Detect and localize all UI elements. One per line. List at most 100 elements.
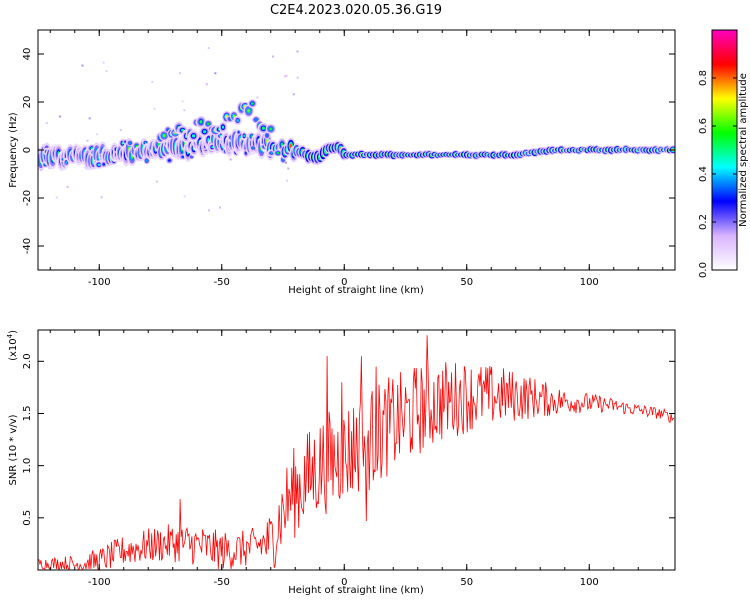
spectrogram-speck bbox=[287, 167, 290, 170]
spectrogram-speck bbox=[116, 155, 119, 158]
spectrogram-speck bbox=[100, 196, 103, 199]
snr-axes: -100 -50 0 50 100 0.5 1.0 1.5 2.0 bbox=[22, 330, 675, 588]
spectrogram-cell bbox=[128, 141, 132, 145]
spectrogram-cell bbox=[65, 161, 68, 164]
colorbar-tick-label: 0.6 bbox=[698, 118, 709, 134]
spectrogram-cell bbox=[168, 159, 171, 162]
spectrogram-axes: -100 -50 0 50 100 -40 -20 0 20 40 bbox=[22, 30, 675, 288]
spectrogram-ylabel: Frequency (Hz) bbox=[8, 112, 19, 188]
spectrogram-speck bbox=[102, 61, 105, 64]
snr-xtick-label: -100 bbox=[88, 577, 111, 588]
spectrogram-cell bbox=[207, 122, 210, 126]
spectrogram-cell bbox=[190, 156, 193, 158]
spectrogram-speck bbox=[218, 206, 221, 209]
snr-xlabel: Height of straight line (km) bbox=[288, 585, 424, 596]
spectrogram-ytick-label: 40 bbox=[22, 48, 33, 61]
spectrogram-speck bbox=[205, 83, 208, 86]
spectrogram-cell bbox=[250, 135, 253, 138]
spectrogram-cell bbox=[276, 152, 280, 155]
spectrogram-speck bbox=[81, 64, 84, 67]
colorbar-ticks: 0.0 0.2 0.4 0.6 0.8 bbox=[698, 70, 737, 278]
spectrogram-cell bbox=[265, 134, 269, 138]
spectrogram-cell bbox=[191, 134, 196, 138]
spectrogram-cell bbox=[236, 119, 239, 122]
spectrogram-speck bbox=[229, 158, 232, 161]
spectrogram-speck bbox=[271, 55, 274, 58]
spectrogram-ytick-label: 20 bbox=[22, 96, 33, 109]
spectrogram-cell bbox=[199, 120, 203, 124]
snr-multiplier-exponent: 4 bbox=[6, 333, 14, 338]
snr-ylabel: SNR (10 * v/v) bbox=[8, 414, 19, 485]
figure-title: C2E4.2023.020.05.36.G19 bbox=[270, 3, 442, 18]
colorbar-tick-label: 0.8 bbox=[698, 70, 709, 86]
spectrogram-xtick-label: -100 bbox=[88, 277, 111, 288]
spectrogram-cell bbox=[145, 159, 148, 163]
spectrogram-xlabel: Height of straight line (km) bbox=[288, 285, 424, 296]
spectrogram-cell bbox=[237, 131, 240, 134]
snr-xtick-label: 0 bbox=[341, 577, 347, 588]
spectrogram-cell bbox=[247, 108, 251, 113]
spectrogram-speck bbox=[64, 163, 67, 166]
spectrogram-speck bbox=[181, 100, 184, 103]
spectrogram-speck bbox=[96, 133, 99, 136]
spectrogram-cell bbox=[181, 155, 185, 158]
snr-multiplier: (x104) bbox=[6, 330, 19, 361]
spectrogram-cell bbox=[211, 146, 214, 149]
spectrogram-cell bbox=[261, 126, 266, 130]
spectrogram-speck bbox=[76, 156, 79, 159]
snr-multiplier-prefix: (x10 bbox=[8, 338, 19, 361]
spectrogram-speck bbox=[88, 117, 91, 120]
spectrogram-speck bbox=[119, 129, 122, 132]
spectrogram-speck bbox=[40, 169, 43, 172]
spectrogram-heatmap bbox=[38, 47, 675, 212]
colorbar-tick-label: 0.4 bbox=[698, 166, 709, 182]
spectrogram-cell bbox=[269, 127, 273, 131]
spectrogram-speck bbox=[59, 115, 62, 118]
colorbar: 0.0 0.2 0.4 0.6 0.8 Normalized spectral ampl… bbox=[698, 29, 749, 278]
spectrogram-xtick-label: 0 bbox=[341, 277, 347, 288]
spectrogram-ytick-label: -20 bbox=[22, 190, 33, 206]
spectrogram-speck bbox=[283, 75, 286, 78]
spectrogram-speck bbox=[296, 50, 299, 53]
spectrogram-cell bbox=[102, 163, 106, 166]
spectrogram-speck bbox=[45, 121, 48, 124]
snr-ytick-label: 2.0 bbox=[22, 353, 33, 369]
spectrogram-speck bbox=[286, 179, 289, 182]
spectrogram-speck bbox=[285, 74, 288, 77]
snr-plot-area bbox=[38, 330, 675, 570]
spectrogram-ytick-label: 0 bbox=[22, 147, 33, 153]
snr-ytick-label: 1.5 bbox=[22, 406, 33, 422]
svg-text:(x104): (x104) bbox=[6, 330, 19, 361]
spectrogram-speck bbox=[284, 161, 287, 164]
spectrogram-speck bbox=[183, 109, 186, 112]
spectrogram-speck bbox=[172, 131, 175, 134]
spectrogram-cell bbox=[270, 152, 273, 155]
spectrogram-speck bbox=[256, 96, 259, 99]
spectrogram-speck bbox=[55, 196, 58, 199]
spectrogram-xtick-label: -50 bbox=[214, 277, 230, 288]
colorbar-tick-label: 0.2 bbox=[698, 214, 709, 230]
spectrogram-cell bbox=[221, 125, 225, 129]
snr-ytick-label: 0.5 bbox=[22, 510, 33, 526]
spectrogram-ytick-label: -40 bbox=[22, 238, 33, 254]
spectrogram-speck bbox=[66, 185, 69, 188]
spectrogram-speck bbox=[183, 195, 186, 198]
spectrogram-speck bbox=[178, 72, 181, 75]
spectrogram-speck bbox=[153, 107, 156, 110]
spectrogram-cell bbox=[243, 134, 245, 138]
spectrogram-cell bbox=[254, 118, 258, 122]
spectrogram-panel: -100 -50 0 50 100 -40 -20 0 20 40 Height of strai… bbox=[8, 29, 676, 296]
snr-xtick-label: 100 bbox=[580, 577, 599, 588]
spectrogram-cell bbox=[97, 163, 101, 166]
snr-ytick-label: 1.0 bbox=[22, 458, 33, 474]
colorbar-tick-label: 0.0 bbox=[698, 262, 709, 278]
spectrogram-cell bbox=[251, 147, 255, 149]
colorbar-label: Normalized spectral amplitude bbox=[738, 73, 749, 227]
colorbar-gradient bbox=[711, 29, 738, 271]
spectrogram-cell bbox=[162, 134, 166, 138]
spectrogram-speck bbox=[151, 81, 154, 84]
snr-frame bbox=[37, 329, 676, 571]
spectrogram-xtick-label: 50 bbox=[460, 277, 473, 288]
spectrogram-cell bbox=[144, 141, 147, 144]
